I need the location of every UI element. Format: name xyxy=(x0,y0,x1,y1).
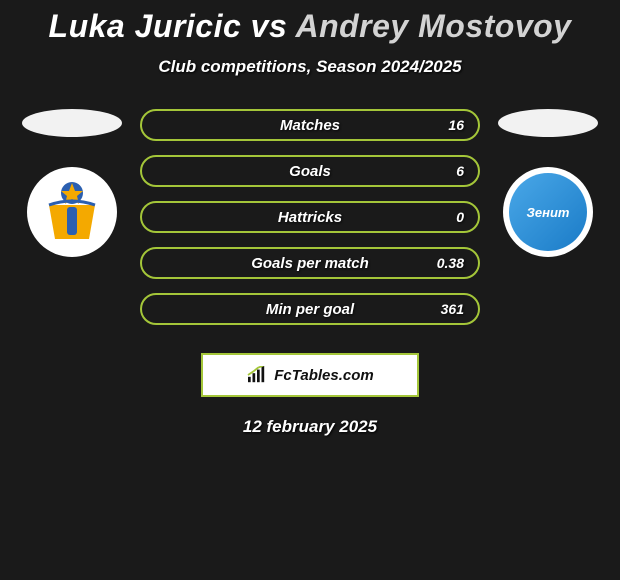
stat-label: Min per goal xyxy=(266,301,354,318)
attribution-box: FcTables.com xyxy=(201,353,419,397)
subtitle: Club competitions, Season 2024/2025 xyxy=(0,57,620,77)
stats-list: Matches 16 Goals 6 Hattricks 0 Goals per match… xyxy=(140,109,480,325)
stat-label: Goals xyxy=(289,163,331,180)
stat-value: 6 xyxy=(456,163,464,179)
club-crest-left xyxy=(27,167,117,257)
zenit-text: Зенит xyxy=(527,206,570,219)
comparison-title: Luka Juricic vs Andrey Mostovoy xyxy=(0,8,620,45)
chart-icon xyxy=(246,366,268,384)
player2-name: Andrey Mostovoy xyxy=(295,8,571,44)
stat-value: 0.38 xyxy=(437,255,464,271)
vs-text: vs xyxy=(251,8,288,44)
stat-row: Goals per match 0.38 xyxy=(140,247,480,279)
stat-value: 0 xyxy=(456,209,464,225)
stat-row: Hattricks 0 xyxy=(140,201,480,233)
stat-row: Matches 16 xyxy=(140,109,480,141)
stat-value: 16 xyxy=(448,117,464,133)
stat-label: Matches xyxy=(280,117,340,134)
player1-avatar-placeholder xyxy=(22,109,122,137)
crest-left-icon xyxy=(37,177,107,247)
stat-row: Min per goal 361 xyxy=(140,293,480,325)
stat-row: Goals 6 xyxy=(140,155,480,187)
player1-name: Luka Juricic xyxy=(49,8,242,44)
zenit-badge: Зенит xyxy=(509,173,587,251)
stat-label: Hattricks xyxy=(278,209,342,226)
date-text: 12 february 2025 xyxy=(0,417,620,437)
club-crest-right: Зенит xyxy=(503,167,593,257)
attribution-text: FcTables.com xyxy=(274,367,373,384)
stat-value: 361 xyxy=(441,301,464,317)
player2-avatar-placeholder xyxy=(498,109,598,137)
stat-label: Goals per match xyxy=(251,255,369,272)
comparison-main: Matches 16 Goals 6 Hattricks 0 Goals per match… xyxy=(0,109,620,325)
left-side xyxy=(22,109,122,257)
right-side: Зенит xyxy=(498,109,598,257)
